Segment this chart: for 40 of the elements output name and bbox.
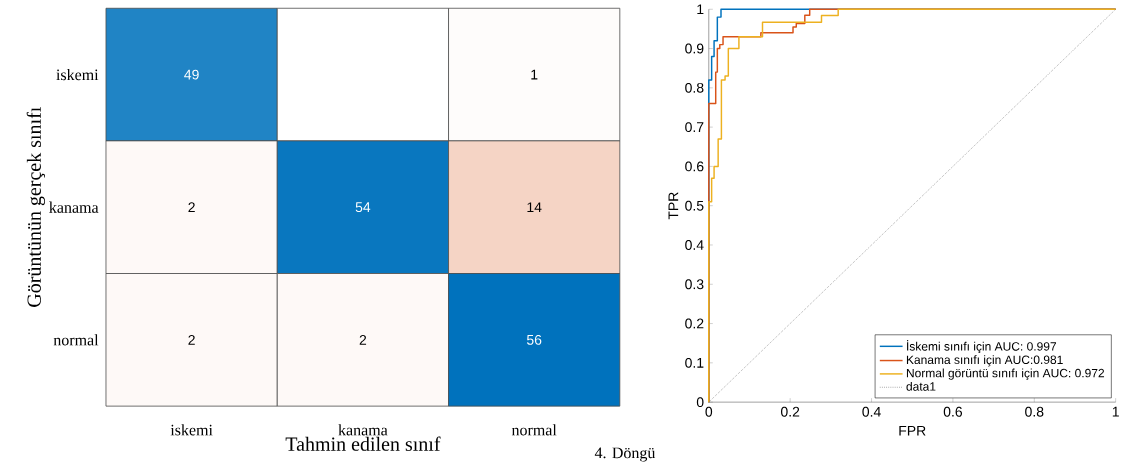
y-tick-label: 0.9	[685, 43, 704, 54]
y-tick-label: 0	[696, 397, 704, 408]
y-tick-label: 0.1	[685, 357, 704, 368]
y-tick-label: 0.4	[685, 239, 704, 250]
y-tick-label: 0.6	[685, 161, 704, 172]
x-tick-label: 0.8	[1025, 406, 1044, 417]
data-label: 2	[188, 202, 195, 213]
legend-label: Kanama sınıfı için AUC:0.981	[906, 355, 1063, 367]
y-tick-label: iskemi	[56, 68, 99, 81]
x-axis-title: Tahmin edilen sınıf	[285, 436, 441, 451]
x-tick-label: kanama	[338, 424, 388, 436]
legend-label: Normal görüntü sınıfı için AUC: 0.972	[906, 368, 1105, 380]
y-tick-label: 0.2	[685, 318, 704, 329]
y-axis-title: Görüntünün gerçek sınıfı	[26, 107, 46, 307]
data-label: 14	[527, 202, 542, 212]
x-tick-label: 0.6	[943, 406, 963, 417]
x-tick-label: 1	[1112, 406, 1119, 417]
x-tick-label: 0.2	[780, 406, 800, 417]
y-tick-label: 1	[697, 4, 704, 15]
x-tick-label: iskemi	[170, 424, 213, 436]
x-tick-label: 0.4	[862, 406, 881, 417]
data-label: 56	[526, 334, 542, 345]
data-label: 1	[531, 69, 538, 80]
y-tick-label: 0.8	[685, 82, 704, 93]
legend-label: İskemi sınıfı için AUC: 0.997	[907, 340, 1057, 354]
x-tick-label: 0	[705, 406, 713, 417]
data-label: 2	[359, 334, 367, 345]
x-axis-title: FPR	[899, 425, 926, 436]
data-label: 54	[355, 202, 371, 213]
data-label: 2	[188, 334, 195, 345]
y-tick-label: 0.3	[685, 279, 704, 290]
y-tick-label: 0.7	[685, 122, 704, 133]
y-axis-title: TPR	[668, 192, 679, 220]
y-tick-label: kanama	[49, 201, 99, 213]
data-label: 49	[184, 69, 199, 80]
x-tick-label: normal	[511, 424, 557, 436]
legend-label: data1	[906, 381, 936, 391]
y-tick-label: normal	[53, 334, 99, 346]
y-tick-label: 0.5	[685, 200, 704, 211]
text: 4. Döngü	[594, 447, 656, 462]
